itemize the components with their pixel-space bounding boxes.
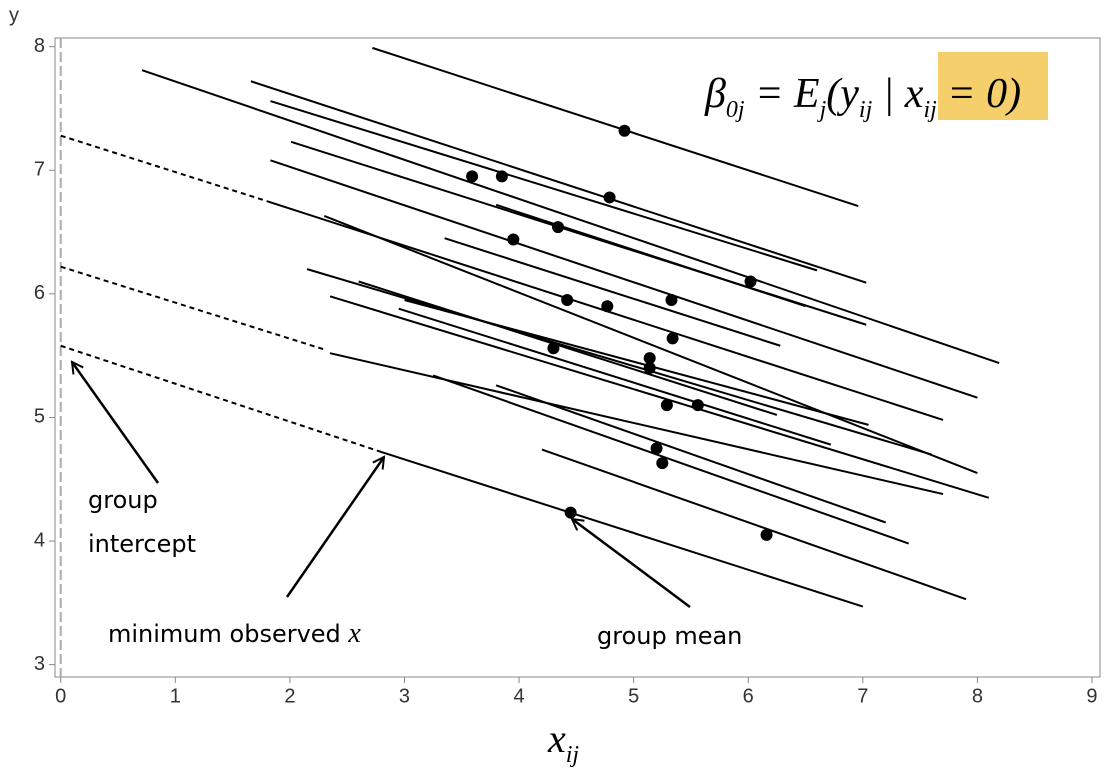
y-tick-label: 6 bbox=[34, 282, 45, 304]
group-mean bbox=[507, 233, 520, 246]
y-tick-label: 5 bbox=[34, 406, 45, 428]
annotation-var: x bbox=[347, 618, 361, 649]
group-mean bbox=[656, 457, 669, 470]
group-mean bbox=[744, 275, 757, 288]
arrow bbox=[572, 519, 691, 609]
x-tick-label: 3 bbox=[399, 685, 410, 707]
group-line bbox=[60, 265, 325, 351]
group-line bbox=[306, 268, 932, 456]
group-line bbox=[398, 307, 832, 446]
group-line bbox=[323, 215, 978, 474]
formula-part: = 0) bbox=[937, 71, 1021, 117]
group-line bbox=[270, 159, 978, 399]
annotation: intercept bbox=[88, 530, 196, 558]
group-line bbox=[329, 295, 990, 499]
x-axis-label: xij bbox=[547, 716, 579, 768]
formula-part: (y bbox=[826, 71, 859, 117]
y-tick-label: 4 bbox=[34, 529, 45, 551]
x-tick-label: 4 bbox=[514, 685, 525, 707]
formula-sub: j bbox=[817, 97, 827, 123]
group-mean bbox=[618, 124, 631, 137]
formula: β0j = Ej(yij | xij = 0) bbox=[704, 71, 1021, 123]
group-line bbox=[444, 237, 781, 347]
x-label-sub: ij bbox=[566, 742, 580, 768]
annotation: group bbox=[88, 486, 158, 514]
group-line bbox=[372, 46, 859, 208]
formula-part: = E bbox=[745, 71, 820, 117]
group-mean bbox=[495, 170, 508, 183]
highlight bbox=[938, 52, 1048, 120]
group-line bbox=[60, 134, 268, 203]
group-line bbox=[60, 344, 382, 454]
x-tick-label: 7 bbox=[857, 685, 868, 707]
group-mean bbox=[601, 300, 614, 313]
group-line bbox=[495, 384, 887, 524]
x-tick-label: 5 bbox=[628, 685, 639, 707]
y-tick-label: 8 bbox=[34, 35, 45, 57]
arrow bbox=[285, 457, 384, 598]
annotation: group mean bbox=[597, 622, 742, 650]
group-mean bbox=[760, 528, 773, 541]
group-line bbox=[358, 280, 778, 416]
annotation: minimum observed x bbox=[108, 618, 361, 649]
group-mean bbox=[643, 352, 656, 365]
group-line bbox=[329, 352, 944, 496]
group-mean bbox=[666, 332, 679, 345]
y-tick-label: 3 bbox=[34, 653, 45, 675]
group-line bbox=[432, 374, 909, 545]
group-mean bbox=[603, 191, 616, 204]
formula-sub: 0j bbox=[726, 97, 745, 123]
group-mean bbox=[466, 170, 479, 183]
formula-sub: ij bbox=[859, 97, 873, 123]
formula-part: β bbox=[704, 71, 726, 117]
formula-part: | bbox=[872, 71, 905, 117]
group-mean bbox=[665, 294, 678, 307]
group-mean bbox=[564, 506, 577, 519]
y-tick-label: 7 bbox=[34, 159, 45, 181]
plot-frame bbox=[54, 37, 1101, 678]
formula-part: x bbox=[904, 71, 924, 117]
x-tick-label: 9 bbox=[1086, 685, 1097, 707]
group-line bbox=[404, 299, 869, 426]
group-line bbox=[250, 80, 867, 284]
group-mean bbox=[660, 399, 673, 412]
arrow bbox=[72, 362, 160, 484]
group-mean bbox=[547, 342, 560, 355]
formula-sub: ij bbox=[923, 97, 937, 123]
group-mean bbox=[691, 399, 704, 412]
group-line bbox=[270, 100, 818, 272]
annotation-text: minimum observed bbox=[108, 620, 348, 648]
x-tick-label: 6 bbox=[743, 685, 754, 707]
group-line bbox=[141, 69, 1000, 365]
group-line bbox=[541, 448, 967, 601]
x-tick-label: 2 bbox=[284, 685, 295, 707]
y-axis-label: y bbox=[9, 4, 19, 26]
group-mean bbox=[650, 442, 663, 455]
x-tick-label: 8 bbox=[972, 685, 983, 707]
group-mean bbox=[552, 221, 565, 234]
x-tick-label: 0 bbox=[55, 685, 66, 707]
x-tick-label: 1 bbox=[170, 685, 181, 707]
x-label-base: x bbox=[547, 716, 566, 761]
group-mean bbox=[561, 294, 574, 307]
group-line bbox=[381, 451, 864, 608]
group-mean bbox=[643, 362, 656, 375]
group-line bbox=[495, 203, 806, 308]
